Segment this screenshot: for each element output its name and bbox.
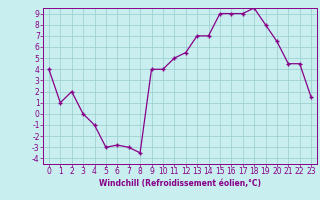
- X-axis label: Windchill (Refroidissement éolien,°C): Windchill (Refroidissement éolien,°C): [99, 179, 261, 188]
